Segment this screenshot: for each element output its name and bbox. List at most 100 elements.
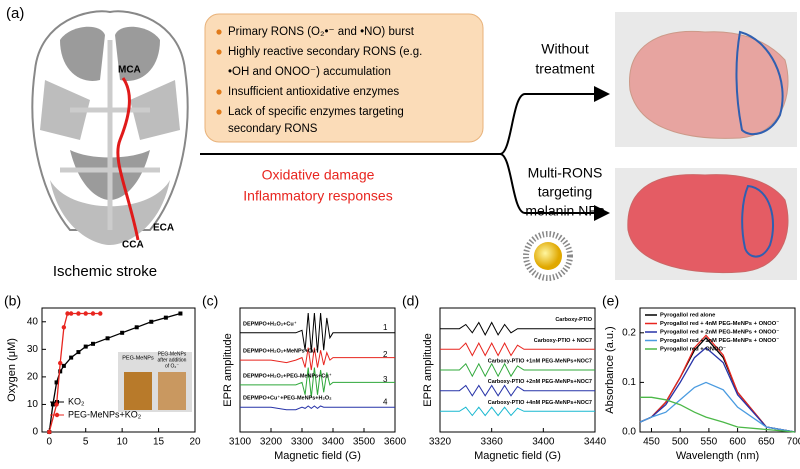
x-tick-label: 600 (729, 437, 746, 448)
x-axis-label: Wavelength (nm) (676, 450, 759, 462)
y-tick-label: 0.2 (622, 327, 636, 338)
panel-label: (c) (202, 293, 218, 309)
box-line: Insufficient antioxidative enzymes (228, 86, 399, 98)
data-point (61, 325, 67, 330)
legend-label: Carboxy-PTIO +4nM PEG-MeNPs+NOC7 (488, 400, 592, 406)
data-point (83, 311, 88, 316)
legend-label: DEPMPO+H₂O₂+MeNPs+Cu⁺ (243, 348, 318, 355)
x-tick-label: 10 (117, 437, 129, 448)
series-line (440, 406, 595, 417)
inset-label: PEG-MeNPs (158, 351, 187, 357)
x-tick-label: 15 (153, 437, 165, 448)
x-tick-label: 3440 (584, 437, 607, 448)
data-point (69, 355, 74, 360)
outcome-label: melanin NPs (525, 203, 604, 219)
data-point (163, 315, 168, 320)
legend-label: PEG-MeNPs+KO₂ (68, 409, 142, 419)
outcome-label: Without (541, 41, 589, 57)
series-line (240, 405, 395, 411)
outcome-label: treatment (535, 61, 594, 77)
y-axis-label: Oxygen (μM) (6, 338, 18, 402)
series-line (639, 381, 796, 433)
data-point (76, 311, 81, 316)
data-point (91, 341, 95, 346)
caption: Ischemic stroke (53, 263, 157, 280)
series-line (440, 362, 595, 378)
x-axis-label: Magnetic field (G) (474, 450, 561, 462)
inset-label: PEG-MeNPs (122, 355, 154, 361)
series-line (640, 396, 796, 433)
legend-label: Carboxy-PTIO +1nM PEG-MeNPs+NOC7 (488, 358, 592, 364)
brain-slice (629, 30, 789, 139)
plot-frame (239, 307, 396, 433)
data-point (47, 429, 52, 435)
effect: Inflammatory responses (243, 188, 392, 204)
brain-label: CCA (122, 240, 144, 251)
x-tick-label: 3360 (481, 437, 504, 448)
effect: Oxidative damage (262, 167, 375, 183)
x-tick-label: 550 (701, 437, 718, 448)
series-line (440, 384, 595, 397)
data-point (54, 380, 59, 385)
data-point (61, 363, 66, 368)
plot-frame (41, 307, 196, 433)
legend-label: DEPMPO+Cu⁺+PEG-MeNPs+H₂O₂ (243, 395, 332, 402)
panel-label: (d) (402, 293, 419, 309)
lesion-outline (735, 30, 784, 136)
panel-label: (e) (602, 293, 619, 309)
trace-number: 4 (383, 397, 388, 406)
y-tick-label: 40 (27, 316, 39, 327)
box-line: Highly reactive secondary RONS (e.g. (228, 46, 422, 58)
box-line: •OH and ONOO⁻) accumulation (228, 66, 391, 78)
legend-label: Pyrogallol red + 4nM PEG-MeNPs + ONOO⁻ (660, 321, 779, 327)
x-tick-label: 3200 (260, 437, 283, 448)
x-tick-label: 3500 (353, 437, 376, 448)
trace-number: 2 (383, 350, 388, 359)
box-line: secondary RONS (228, 123, 318, 135)
box-line: Primary RONS (O₂•⁻ and •NO) burst (228, 26, 415, 38)
legend-label: DEPMPO+H₂O₂+PEG-MeNPs+Cu⁺ (243, 372, 332, 379)
legend-label: Pyrogallol red + 2nM PEG-MeNPs + ONOO⁻ (660, 330, 779, 336)
data-point (120, 330, 125, 335)
arrow (499, 153, 610, 221)
brain-label: MCA (118, 65, 141, 76)
y-tick-label: 0 (32, 427, 38, 438)
y-axis-label: EPR amplitude (222, 333, 234, 406)
legend-label: Carboxy-PTIO + NOC7 (534, 338, 592, 344)
box-line: Lack of specific enzymes targeting (228, 106, 404, 118)
x-tick-label: 20 (189, 437, 201, 448)
x-tick-label: 650 (758, 437, 775, 448)
legend-label: Pyrogallol red + ONOO⁻ (660, 347, 726, 353)
legend-label: Pyrogallol red alone (660, 313, 716, 319)
data-point (50, 402, 55, 407)
outcome-label: targeting (538, 184, 592, 200)
outcome-label: Multi-RONS (528, 165, 603, 181)
inset-label: after addition (158, 357, 187, 363)
y-tick-label: 0.0 (622, 427, 636, 438)
series-line (639, 346, 796, 433)
series-line (240, 347, 395, 371)
panel-label: (b) (4, 293, 21, 309)
x-tick-label: 3320 (429, 437, 452, 448)
inset-photo: PEG-MeNPs PEG-MeNPs after addition of O₂… (118, 351, 192, 412)
data-point (65, 311, 70, 316)
y-tick-label: 30 (27, 344, 39, 355)
mechanism-box (204, 13, 484, 143)
plot-frame (639, 307, 796, 433)
panel-label: (a) (6, 5, 24, 22)
trace-number: 1 (383, 323, 388, 332)
nanoparticle (523, 231, 573, 281)
x-tick-label: 450 (643, 437, 660, 448)
legend-label: KO₂ (68, 396, 85, 406)
x-tick-label: 3400 (322, 437, 345, 448)
mechanism-list: Primary RONS (O₂•⁻ and •NO) burst Highly… (216, 26, 422, 135)
series-line (440, 321, 595, 336)
x-tick-label: 0 (47, 437, 53, 448)
data-point (83, 344, 88, 349)
lesion-outline (741, 184, 774, 258)
brain-slice (627, 174, 789, 274)
legend-label: Pyrogallol red + 1nM PEG-MeNPs + ONOO⁻ (660, 338, 779, 344)
series-line (240, 312, 395, 353)
series-line (639, 334, 796, 433)
